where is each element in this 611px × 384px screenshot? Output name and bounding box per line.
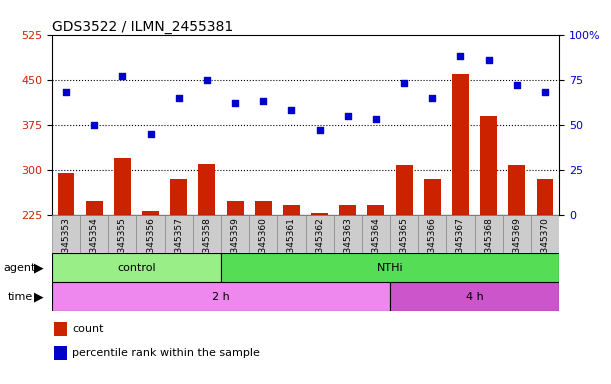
Bar [531, 215, 559, 253]
Bar [418, 215, 447, 253]
Bar [57, 173, 75, 215]
Bar [54, 322, 67, 336]
Bar [221, 253, 559, 282]
Point [343, 113, 353, 119]
Bar [390, 215, 418, 253]
Text: GSM345366: GSM345366 [428, 217, 437, 272]
Point [117, 73, 127, 79]
Bar [508, 165, 525, 215]
Text: agent: agent [3, 263, 35, 273]
Bar [54, 346, 67, 360]
Bar [199, 164, 215, 215]
Bar [255, 201, 272, 215]
Bar [390, 282, 559, 311]
Text: GSM345364: GSM345364 [371, 217, 381, 272]
Bar [306, 215, 334, 253]
Text: GDS3522 / ILMN_2455381: GDS3522 / ILMN_2455381 [52, 20, 233, 33]
Point [456, 53, 466, 59]
Point [61, 89, 71, 95]
Bar [52, 282, 390, 311]
Bar [142, 211, 159, 215]
Bar [452, 74, 469, 215]
Text: ▶: ▶ [34, 262, 43, 274]
Bar [170, 179, 187, 215]
Text: GSM345355: GSM345355 [118, 217, 127, 272]
Point [258, 98, 268, 104]
Bar [362, 215, 390, 253]
Point [371, 116, 381, 122]
Bar [136, 215, 164, 253]
Point [428, 95, 437, 101]
Text: GSM345370: GSM345370 [541, 217, 549, 272]
Point [287, 107, 296, 113]
Bar [249, 215, 277, 253]
Bar [447, 215, 475, 253]
Point [202, 77, 212, 83]
Bar [52, 253, 221, 282]
Text: GSM345368: GSM345368 [484, 217, 493, 272]
Text: count: count [72, 324, 104, 334]
Text: GSM345353: GSM345353 [62, 217, 70, 272]
Bar [114, 158, 131, 215]
Bar [367, 205, 384, 215]
Point [399, 80, 409, 86]
Bar [283, 205, 300, 215]
Bar [334, 215, 362, 253]
Bar [311, 213, 328, 215]
Point [512, 82, 522, 88]
Text: GSM345361: GSM345361 [287, 217, 296, 272]
Text: time: time [7, 291, 32, 302]
Bar [52, 215, 80, 253]
Bar [80, 215, 108, 253]
Text: GSM345354: GSM345354 [90, 217, 99, 272]
Bar [277, 215, 306, 253]
Bar [86, 201, 103, 215]
Text: GSM345369: GSM345369 [512, 217, 521, 272]
Bar [424, 179, 441, 215]
Point [89, 122, 99, 128]
Point [145, 131, 155, 137]
Bar [503, 215, 531, 253]
Bar [475, 215, 503, 253]
Bar [480, 116, 497, 215]
Point [174, 95, 184, 101]
Bar [536, 179, 554, 215]
Text: GSM345356: GSM345356 [146, 217, 155, 272]
Text: GSM345363: GSM345363 [343, 217, 353, 272]
Text: 4 h: 4 h [466, 291, 483, 302]
Text: 2 h: 2 h [212, 291, 230, 302]
Point [540, 89, 550, 95]
Point [230, 100, 240, 106]
Text: GSM345365: GSM345365 [400, 217, 409, 272]
Text: percentile rank within the sample: percentile rank within the sample [72, 348, 260, 358]
Text: GSM345357: GSM345357 [174, 217, 183, 272]
Text: ▶: ▶ [34, 290, 43, 303]
Bar [108, 215, 136, 253]
Point [315, 127, 324, 133]
Text: GSM345362: GSM345362 [315, 217, 324, 272]
Bar [221, 215, 249, 253]
Text: NTHi: NTHi [377, 263, 403, 273]
Bar [193, 215, 221, 253]
Bar [227, 201, 244, 215]
Bar [164, 215, 193, 253]
Text: GSM345358: GSM345358 [202, 217, 211, 272]
Point [484, 57, 494, 63]
Text: control: control [117, 263, 156, 273]
Text: GSM345360: GSM345360 [258, 217, 268, 272]
Text: GSM345359: GSM345359 [230, 217, 240, 272]
Text: GSM345367: GSM345367 [456, 217, 465, 272]
Bar [339, 205, 356, 215]
Bar [396, 165, 412, 215]
